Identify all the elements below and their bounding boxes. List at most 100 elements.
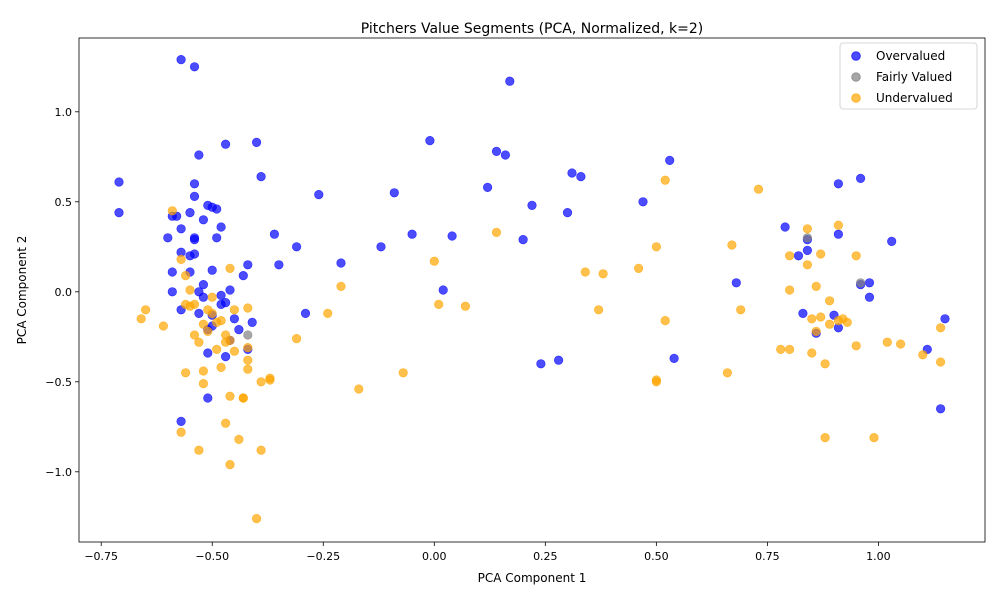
legend-label: Undervalued xyxy=(876,91,953,105)
data-point xyxy=(176,224,186,234)
data-point xyxy=(216,362,226,373)
data-point xyxy=(238,271,248,281)
data-point xyxy=(243,364,253,374)
legend-marker xyxy=(851,51,861,61)
data-point xyxy=(243,343,253,353)
data-point xyxy=(194,308,204,319)
data-point xyxy=(376,242,386,252)
data-point xyxy=(784,344,795,355)
data-point xyxy=(216,299,226,310)
data-point xyxy=(256,445,266,455)
data-point xyxy=(527,200,537,210)
legend-marker xyxy=(851,93,861,103)
data-point xyxy=(256,377,266,387)
data-point xyxy=(864,292,875,302)
x-tick-label: −0.25 xyxy=(306,550,340,563)
y-tick-label: −0.5 xyxy=(45,376,72,389)
data-point xyxy=(243,303,253,313)
data-point xyxy=(567,168,577,178)
data-point xyxy=(158,321,168,331)
data-point xyxy=(252,137,262,147)
data-point xyxy=(247,317,257,328)
data-point xyxy=(229,314,239,324)
data-point xyxy=(802,224,813,234)
data-point xyxy=(816,249,826,259)
data-point xyxy=(167,206,177,216)
data-point xyxy=(855,173,866,183)
x-axis: −0.75 −0.50 −0.25 0.00 0.25 0.50 0.75 1.00 xyxy=(84,542,891,563)
data-point xyxy=(176,416,186,427)
data-point xyxy=(252,513,262,524)
data-point xyxy=(811,281,821,292)
legend-box xyxy=(839,42,978,110)
data-point xyxy=(776,344,786,355)
x-tick-label: −0.75 xyxy=(84,550,118,563)
data-point xyxy=(221,337,231,347)
data-point xyxy=(491,146,502,156)
series-undervalued xyxy=(136,175,946,524)
data-point xyxy=(438,285,448,295)
data-point xyxy=(816,312,826,322)
series-fairly-valued xyxy=(243,233,866,340)
data-point xyxy=(198,215,208,225)
data-point xyxy=(824,319,835,329)
data-point xyxy=(221,139,231,149)
data-point xyxy=(669,353,679,364)
data-point xyxy=(633,263,644,274)
data-point xyxy=(407,229,417,239)
data-point xyxy=(389,188,399,198)
data-point xyxy=(207,292,217,302)
data-point xyxy=(181,368,191,378)
data-point xyxy=(185,251,195,261)
data-point xyxy=(269,229,280,239)
data-point xyxy=(869,433,879,443)
data-point xyxy=(189,299,200,310)
data-point xyxy=(189,235,200,245)
y-tick-label: 0.5 xyxy=(55,196,73,209)
series-overvalued xyxy=(114,54,950,427)
x-tick-label: 0.75 xyxy=(755,550,780,563)
data-point xyxy=(807,348,817,358)
data-point xyxy=(216,316,226,326)
data-point xyxy=(851,341,861,351)
data-point xyxy=(820,359,830,369)
data-point xyxy=(753,184,764,194)
data-point xyxy=(536,359,546,369)
data-point xyxy=(300,308,311,319)
data-point xyxy=(780,222,790,232)
data-point xyxy=(802,245,813,255)
legend: Overvalued Fairly Valued Undervalued xyxy=(839,42,978,110)
data-point xyxy=(354,384,364,394)
data-point xyxy=(243,330,253,340)
data-point xyxy=(207,265,217,275)
data-point xyxy=(553,355,564,365)
data-point xyxy=(336,281,346,292)
data-point xyxy=(323,308,333,319)
data-point xyxy=(225,285,235,295)
x-tick-label: 0.00 xyxy=(422,550,447,563)
data-point xyxy=(198,319,208,329)
data-point xyxy=(221,352,231,362)
data-point xyxy=(198,366,208,376)
data-point xyxy=(221,418,231,428)
data-point xyxy=(460,301,471,311)
y-axis-label: PCA Component 2 xyxy=(15,236,29,345)
data-point xyxy=(518,235,528,245)
data-point xyxy=(243,260,253,270)
data-point xyxy=(212,233,222,243)
data-point xyxy=(864,278,875,288)
data-point xyxy=(194,150,204,160)
data-point xyxy=(114,177,124,187)
data-point xyxy=(651,242,662,252)
data-point xyxy=(820,433,830,443)
data-point xyxy=(185,208,195,218)
data-point xyxy=(176,427,186,437)
data-point xyxy=(784,251,795,261)
data-point xyxy=(256,172,266,182)
data-point xyxy=(429,256,439,266)
data-point xyxy=(198,292,208,302)
data-point xyxy=(918,350,928,360)
data-point xyxy=(238,393,248,403)
data-point xyxy=(203,326,213,337)
